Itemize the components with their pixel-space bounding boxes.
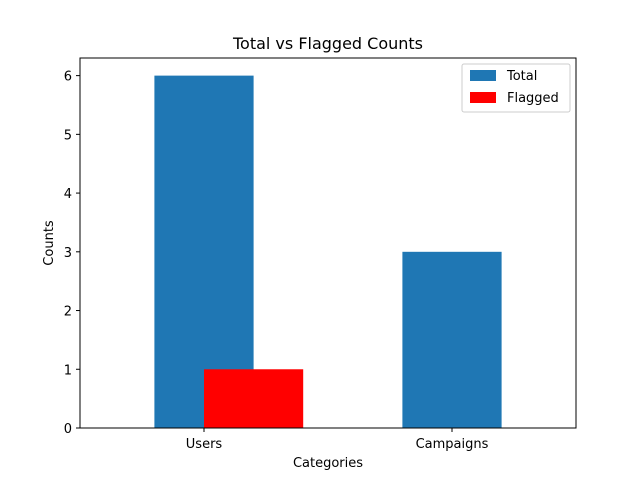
bars-group xyxy=(154,75,502,428)
bar-flagged-users xyxy=(204,369,304,428)
y-tick-label: 4 xyxy=(64,187,72,202)
x-tick-label-campaigns: Campaigns xyxy=(416,437,489,452)
y-tick-label: 2 xyxy=(64,305,72,320)
legend: Total Flagged xyxy=(461,63,571,113)
y-tick-label: 3 xyxy=(64,246,72,261)
y-tick-label: 1 xyxy=(64,363,72,378)
x-axis-ticks: Users Campaigns xyxy=(186,428,489,452)
legend-label-flagged: Flagged xyxy=(507,91,559,106)
legend-swatch-flagged xyxy=(470,92,496,103)
y-tick-label: 6 xyxy=(64,70,72,85)
y-axis-ticks: 0 1 2 3 4 5 6 xyxy=(64,70,80,437)
legend-swatch-total xyxy=(470,70,496,81)
x-tick-label-users: Users xyxy=(186,437,223,452)
bar-total-campaigns xyxy=(402,251,502,428)
plot-frame xyxy=(79,57,577,429)
legend-label-total: Total xyxy=(506,69,537,84)
y-tick-label: 5 xyxy=(64,128,72,143)
y-tick-label: 0 xyxy=(64,422,72,437)
chart-title: Total vs Flagged Counts xyxy=(232,34,423,53)
x-axis-label: Categories xyxy=(293,456,363,471)
y-axis-label: Counts xyxy=(42,220,57,266)
